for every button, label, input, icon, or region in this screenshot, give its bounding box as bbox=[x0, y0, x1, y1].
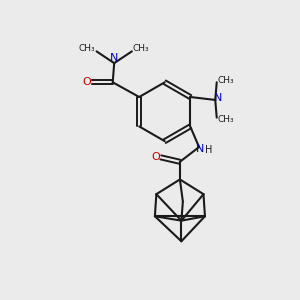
Text: CH₃: CH₃ bbox=[79, 44, 95, 53]
Text: CH₃: CH₃ bbox=[218, 115, 235, 124]
Text: O: O bbox=[82, 77, 91, 87]
Text: N: N bbox=[196, 143, 205, 154]
Text: O: O bbox=[151, 152, 160, 162]
Text: N: N bbox=[110, 53, 118, 63]
Text: CH₃: CH₃ bbox=[218, 76, 235, 85]
Text: H: H bbox=[205, 145, 212, 155]
Text: N: N bbox=[214, 94, 222, 103]
Text: CH₃: CH₃ bbox=[133, 44, 150, 53]
